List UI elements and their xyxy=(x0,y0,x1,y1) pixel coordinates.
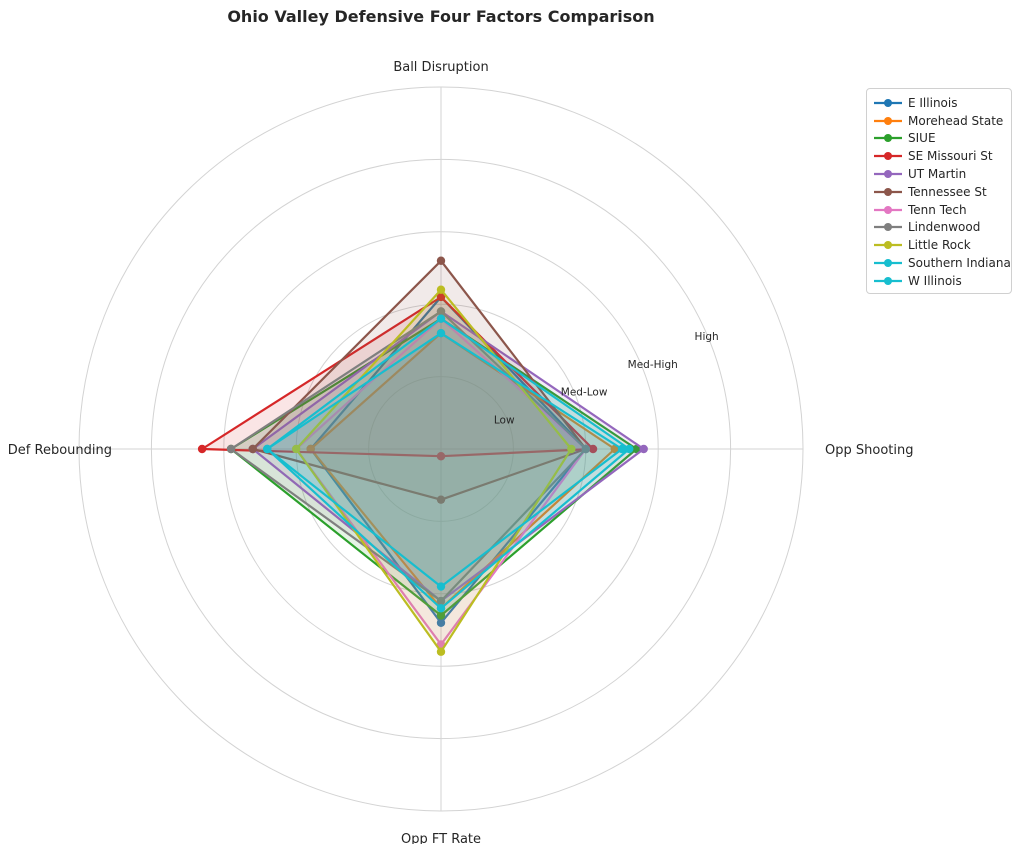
legend-item: E Illinois xyxy=(874,94,1011,112)
legend-label: Tenn Tech xyxy=(908,202,967,217)
legend-swatch xyxy=(874,152,902,161)
legend-label: Southern Indiana xyxy=(908,256,1011,271)
series-fill xyxy=(267,318,630,609)
legend-label: Lindenwood xyxy=(908,220,981,235)
series-point xyxy=(226,444,236,454)
legend-item: Morehead State xyxy=(874,112,1011,130)
chart-legend: E Illinois Morehead State SIUE SE Missouri … xyxy=(866,88,1012,294)
series-point xyxy=(436,611,446,620)
axis-label: Def Rebounding xyxy=(8,443,112,458)
legend-item: Southern Indiana xyxy=(874,254,1011,272)
legend-label: SIUE xyxy=(908,131,936,146)
legend-label: Little Rock xyxy=(908,238,971,253)
ring-label: Med-High xyxy=(628,359,678,371)
series-point xyxy=(436,292,446,302)
radar-labels: Low Med-Low Med-High High Ball Disruption Opp… xyxy=(8,60,914,844)
series-fill xyxy=(202,297,593,457)
axis-label: Ball Disruption xyxy=(393,60,488,75)
series-point xyxy=(436,256,446,265)
legend-swatch xyxy=(874,116,902,125)
legend-swatch xyxy=(874,170,902,179)
series-point xyxy=(617,444,627,454)
series-point xyxy=(436,647,446,656)
series-lindenwood xyxy=(226,307,590,606)
legend-swatch xyxy=(874,241,902,250)
series-point xyxy=(436,495,446,504)
legend-item: SE Missouri St xyxy=(874,147,1011,165)
series-fill xyxy=(310,297,586,623)
axis-label: Opp FT Rate xyxy=(401,832,481,844)
series-point xyxy=(248,444,257,454)
legend-label: UT Martin xyxy=(908,167,967,182)
series-fill xyxy=(296,318,586,645)
chart-title: Ohio Valley Defensive Four Factors Compa… xyxy=(227,7,654,26)
series-point xyxy=(436,285,446,294)
legend-item: Lindenwood xyxy=(874,219,1011,237)
legend-item: Tennessee St xyxy=(874,183,1011,201)
series-point xyxy=(292,444,301,454)
series-point xyxy=(436,452,446,461)
legend-item: SIUE xyxy=(874,130,1011,148)
series-point xyxy=(197,444,207,454)
legend-label: W Illinois xyxy=(908,273,962,288)
series-point xyxy=(436,618,446,627)
series-w-illinois xyxy=(263,328,627,591)
axis-label: Opp Shooting xyxy=(825,443,913,458)
legend-item: W Illinois xyxy=(874,272,1011,290)
legend-swatch xyxy=(874,223,902,232)
legend-label: Morehead State xyxy=(908,113,1004,128)
series-point xyxy=(567,444,576,454)
series-point xyxy=(588,444,598,454)
series-fill xyxy=(310,333,615,609)
legend-item: Little Rock xyxy=(874,236,1011,254)
series-little-rock xyxy=(292,285,576,656)
series-point xyxy=(632,444,641,454)
series-fill xyxy=(296,289,572,652)
series-point xyxy=(639,444,648,454)
legend-label: Tennessee St xyxy=(908,184,987,199)
series-point xyxy=(436,596,446,606)
legend-swatch xyxy=(874,98,902,107)
series-point xyxy=(306,444,315,454)
legend-swatch xyxy=(874,276,902,285)
legend-label: SE Missouri St xyxy=(908,149,993,164)
legend-swatch xyxy=(874,205,902,214)
legend-item: Tenn Tech xyxy=(874,201,1011,219)
series-fill xyxy=(252,260,586,500)
ring-label: Low xyxy=(494,414,515,426)
legend-item: UT Martin xyxy=(874,165,1011,183)
series-point xyxy=(436,314,446,323)
series-point xyxy=(436,328,446,338)
series-point xyxy=(436,307,446,316)
series-point xyxy=(436,582,446,591)
legend-swatch xyxy=(874,134,902,143)
series-point xyxy=(436,604,446,613)
radar-series xyxy=(197,256,648,656)
series-point xyxy=(581,444,590,454)
legend-swatch xyxy=(874,187,902,196)
series-point xyxy=(263,444,272,454)
ring-label: Med-Low xyxy=(561,387,608,399)
legend-swatch xyxy=(874,259,902,268)
series-fill xyxy=(231,311,586,601)
ring-label: High xyxy=(695,331,719,343)
series-fill xyxy=(267,333,622,587)
series-point xyxy=(625,444,634,454)
legend-label: E Illinois xyxy=(908,95,958,110)
